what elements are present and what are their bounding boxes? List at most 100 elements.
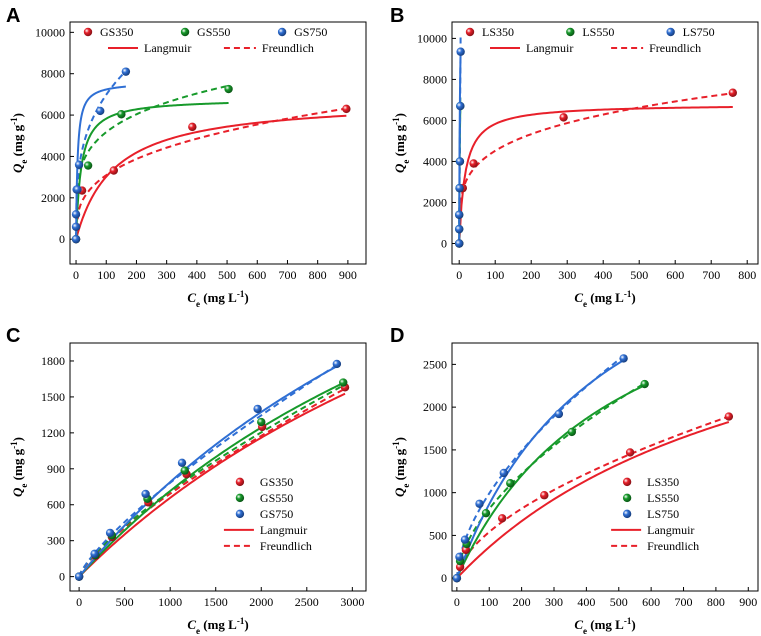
panel-b-legend: LS350 LS550 LS750 Langmuir Freundlich	[465, 25, 715, 55]
panel-c-y-axis-title-main: Q	[10, 487, 25, 497]
y-tick-label: 4000	[41, 149, 65, 163]
y-tick-label: 1200	[41, 426, 65, 440]
panel-c-legend: GS350 GS550 GS750 Langmuir Freundlich	[223, 475, 312, 553]
x-tick-label: 400	[594, 268, 612, 282]
x-tick-label: 1500	[204, 595, 228, 609]
panel-c-y-axis-title-sup: -1	[9, 441, 19, 449]
y-tick-label: 2000	[41, 191, 65, 205]
langmuir-curve-ls750	[455, 359, 625, 579]
legend-marker-ls750	[622, 509, 632, 519]
data-point-gs750	[105, 528, 115, 538]
x-tick-label: 200	[513, 595, 531, 609]
y-tick-label: 10000	[417, 31, 447, 45]
data-point-ls750	[456, 101, 465, 111]
data-point-gs550	[257, 417, 266, 427]
panel-a-x-axis-title-main: C	[187, 290, 196, 305]
freundlich-curve-ls750	[458, 33, 462, 244]
y-tick-label: 8000	[423, 72, 447, 86]
y-tick-label: 1500	[41, 390, 65, 404]
data-point-gs750	[71, 234, 81, 244]
data-point-ls550	[506, 479, 515, 488]
legend-label-ls750: LS750	[647, 507, 679, 521]
legend-label-freundlich: Freundlich	[647, 539, 699, 553]
panel-a-x-axis-title-sub: e	[196, 299, 200, 309]
panel-c-y-axis-title-unit: (mg g	[10, 448, 25, 483]
panel-b-y-axis-title-unit: (mg g	[392, 124, 407, 159]
x-tick-label: 800	[707, 595, 725, 609]
panel-b-x-axis-title-close: )	[631, 290, 635, 305]
x-tick-label: 200	[127, 268, 145, 282]
panel-c-x-axis-title-sup: -1	[237, 616, 245, 626]
data-point-ls750	[455, 183, 464, 193]
data-point-ls750	[460, 535, 470, 544]
panel-c-x-axis-title-unit: (mg L	[200, 617, 237, 632]
legend-marker-ls550	[566, 27, 575, 37]
data-point-ls350	[728, 88, 737, 97]
legend-marker-gs750	[235, 509, 245, 519]
legend-marker-ls350	[622, 477, 632, 487]
data-point-ls350	[455, 562, 465, 572]
y-tick-label: 0	[441, 571, 447, 585]
data-point-ls750	[455, 157, 465, 166]
panel-b-y-axis-title-main: Q	[392, 163, 407, 173]
data-point-gs750	[74, 572, 84, 581]
panel-a-y-axis-title: Qe (mg g-1)	[9, 113, 29, 173]
y-tick-label: 0	[441, 236, 447, 250]
freundlich-curve-ls750	[455, 355, 625, 579]
data-point-ls550	[567, 427, 577, 437]
panel-a-y-axis-title-main: Q	[10, 163, 25, 173]
x-tick-label: 100	[486, 268, 504, 282]
legend-label-ls350: LS350	[647, 475, 679, 489]
x-tick-label: 0	[76, 595, 82, 609]
data-point-ls350	[559, 113, 568, 122]
panel-c: C 0 500 1000 1500 2000 2500 3000 0 300 600 900 1200 1…	[6, 325, 367, 636]
data-point-ls350	[625, 448, 635, 457]
legend-label-langmuir: Langmuir	[260, 523, 307, 537]
legend-label-gs350: GS350	[260, 475, 293, 489]
data-point-gs750	[90, 549, 99, 559]
y-tick-label: 600	[47, 498, 65, 512]
langmuir-curve-gs550	[78, 382, 344, 578]
x-tick-label: 700	[702, 268, 720, 282]
freundlich-curve-ls550	[455, 382, 646, 579]
panel-d-y-axis-title: Qe (mg g-1)	[391, 437, 411, 497]
x-tick-label: 800	[309, 268, 327, 282]
freundlich-curve-gs350	[75, 107, 347, 240]
legend-marker-ls550	[622, 493, 632, 503]
langmuir-curve-ls350	[458, 106, 733, 244]
panel-d-letter: D	[390, 325, 404, 347]
panel-b-x-axis-title-main: C	[574, 290, 583, 305]
x-tick-label: 500	[116, 595, 134, 609]
langmuir-curve-gs350	[75, 114, 347, 240]
data-point-gs750	[121, 67, 131, 76]
data-point-ls750	[455, 239, 464, 248]
data-point-ls350	[724, 412, 734, 421]
panel-a-y-axis-title-unit: (mg g	[10, 124, 25, 159]
freundlich-curve-gs750	[75, 70, 127, 240]
data-point-gs550	[339, 378, 348, 387]
y-tick-label: 900	[47, 462, 65, 476]
data-point-gs750	[71, 222, 81, 231]
legend-marker-ls750	[666, 27, 675, 37]
legend-label-gs550: GS550	[197, 25, 230, 39]
y-tick-label: 0	[59, 570, 65, 584]
panel-c-x-axis-title-close: )	[244, 617, 248, 632]
y-tick-label: 300	[47, 534, 65, 548]
panel-a-y-axis-title-close: )	[10, 113, 25, 117]
panel-a-x-axis-title-unit: (mg L	[200, 290, 237, 305]
data-point-ls750	[475, 499, 484, 508]
panel-b-frame	[451, 21, 759, 265]
data-point-gs750	[253, 404, 262, 414]
data-point-ls750	[554, 409, 564, 419]
panel-a-x-axis-title: Ce (mg L-1)	[187, 289, 248, 309]
data-point-gs750	[96, 106, 105, 116]
panel-c-x-axis-title-sub: e	[196, 626, 200, 636]
data-point-gs350	[188, 122, 197, 132]
panel-b: B0 100 200 300 400 500 600 700 80002000400060008…	[390, 5, 759, 309]
panel-b-y-axis-title-close: )	[392, 113, 407, 117]
x-tick-label: 200	[522, 268, 540, 282]
panel-d-y-axis-title-close: )	[392, 437, 407, 441]
legend-label-gs750: GS750	[260, 507, 293, 521]
panel-c-x-axis-title: Ce (mg L-1)	[187, 616, 248, 636]
